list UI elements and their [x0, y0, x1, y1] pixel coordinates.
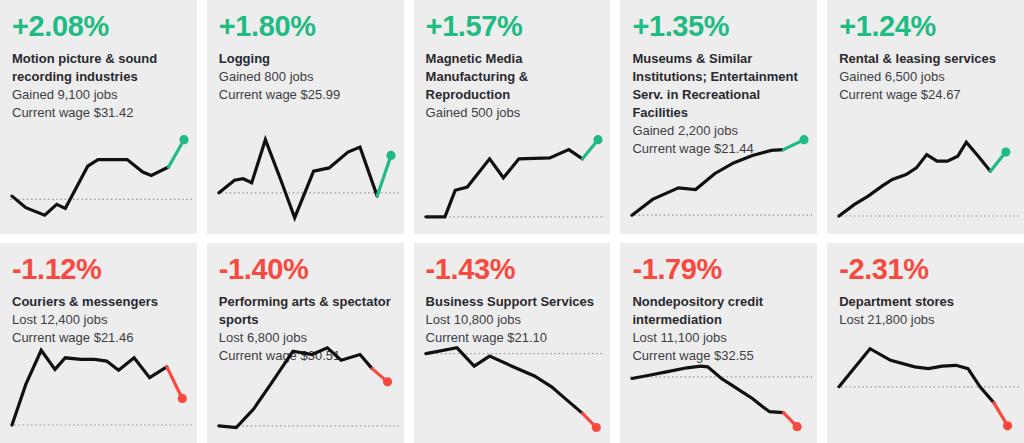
sparkline-svg — [424, 134, 606, 226]
jobs-change-text: Gained 800 jobs — [219, 68, 392, 86]
percent-change: -1.12% — [12, 253, 185, 286]
jobs-change-text: Lost 21,800 jobs — [839, 311, 1012, 329]
endpoint-dot — [591, 423, 600, 432]
percent-change: +1.24% — [839, 10, 1012, 43]
trend-line — [632, 150, 783, 216]
sparkline-svg — [217, 343, 399, 435]
industry-name: Business Support Services — [426, 293, 599, 311]
industry-cards-grid: +2.08% Motion picture & sound recording i… — [0, 0, 1024, 443]
sparkline-chart — [10, 134, 192, 226]
sparkline-chart — [424, 134, 606, 226]
industry-card: -1.79% Nondepository credit intermediatio… — [620, 243, 817, 443]
sparkline-svg — [837, 134, 1019, 226]
industry-card: -1.40% Performing arts & spectator sports… — [207, 243, 404, 443]
industry-card: +2.08% Motion picture & sound recording i… — [0, 0, 197, 234]
trend-line — [426, 348, 583, 414]
jobs-change-text: Gained 500 jobs — [426, 104, 599, 122]
industry-name: Motion picture & sound recording industr… — [12, 50, 185, 86]
percent-change: -1.79% — [632, 253, 805, 286]
industry-card: -1.12% Couriers & messengersLost 12,400 j… — [0, 243, 197, 443]
sparkline-svg — [630, 343, 812, 435]
endpoint-dot — [793, 422, 802, 431]
sparkline-chart — [10, 343, 192, 435]
trend-line — [839, 142, 990, 216]
industry-name: Logging — [219, 50, 392, 68]
industry-name: Department stores — [839, 293, 1012, 311]
endpoint-dot — [1001, 148, 1010, 157]
industry-name: Couriers & messengers — [12, 293, 185, 311]
industry-name: Performing arts & spectator sports — [219, 293, 392, 329]
trend-line — [219, 348, 372, 428]
endpoint-dot — [178, 394, 187, 403]
industry-card: +1.24% Rental & leasing servicesGained 6,… — [827, 0, 1024, 234]
jobs-change-text: Gained 6,500 jobs — [839, 68, 1012, 86]
current-wage-text: Current wage $31.42 — [12, 104, 185, 122]
trend-line-final-segment — [167, 367, 183, 399]
trend-line — [219, 140, 377, 218]
trend-line-final-segment — [169, 140, 185, 167]
jobs-change-text: Lost 10,800 jobs — [426, 311, 599, 329]
current-wage-text: Current wage $25.99 — [219, 86, 392, 104]
percent-change: +1.35% — [632, 10, 805, 43]
percent-change: -1.43% — [426, 253, 599, 286]
endpoint-dot — [1003, 421, 1012, 430]
sparkline-svg — [424, 343, 606, 435]
sparkline-svg — [10, 343, 192, 435]
industry-name: Rental & leasing services — [839, 50, 1012, 68]
industry-name: Nondepository credit intermediation — [632, 293, 805, 329]
sparkline-chart — [217, 134, 399, 226]
sparkline-chart — [630, 343, 812, 435]
trend-line — [12, 160, 169, 216]
percent-change: -1.40% — [219, 253, 392, 286]
endpoint-dot — [386, 151, 395, 160]
endpoint-dot — [593, 135, 602, 144]
sparkline-chart — [217, 343, 399, 435]
industry-card: +1.35% Museums & Similar Institutions; En… — [620, 0, 817, 234]
endpoint-dot — [179, 135, 188, 144]
sparkline-svg — [837, 343, 1019, 435]
trend-line — [12, 350, 167, 425]
trend-line — [839, 349, 994, 403]
percent-change: -2.31% — [839, 253, 1012, 286]
industry-card: +1.80% LoggingGained 800 jobsCurrent wage… — [207, 0, 404, 234]
percent-change: +1.57% — [426, 10, 599, 43]
sparkline-chart — [837, 134, 1019, 226]
trend-line-final-segment — [377, 155, 391, 196]
endpoint-dot — [383, 377, 392, 386]
percent-change: +2.08% — [12, 10, 185, 43]
industry-card: -2.31% Department storesLost 21,800 jobs — [827, 243, 1024, 443]
industry-card: +1.57% Magnetic Media Manufacturing & Rep… — [414, 0, 611, 234]
jobs-change-text: Lost 12,400 jobs — [12, 311, 185, 329]
sparkline-svg — [10, 134, 192, 226]
industry-name: Magnetic Media Manufacturing & Reproduct… — [426, 50, 599, 104]
trend-line — [426, 150, 583, 217]
industry-name: Museums & Similar Institutions; Entertai… — [632, 50, 805, 122]
sparkline-svg — [217, 134, 399, 226]
jobs-change-text: Gained 9,100 jobs — [12, 86, 185, 104]
sparkline-chart — [424, 343, 606, 435]
trend-line — [632, 366, 783, 413]
sparkline-chart — [837, 343, 1019, 435]
sparkline-chart — [630, 134, 812, 226]
current-wage-text: Current wage $24.67 — [839, 86, 1012, 104]
sparkline-svg — [630, 134, 812, 226]
endpoint-dot — [800, 135, 809, 144]
industry-card: -1.43% Business Support ServicesLost 10,8… — [414, 243, 611, 443]
percent-change: +1.80% — [219, 10, 392, 43]
